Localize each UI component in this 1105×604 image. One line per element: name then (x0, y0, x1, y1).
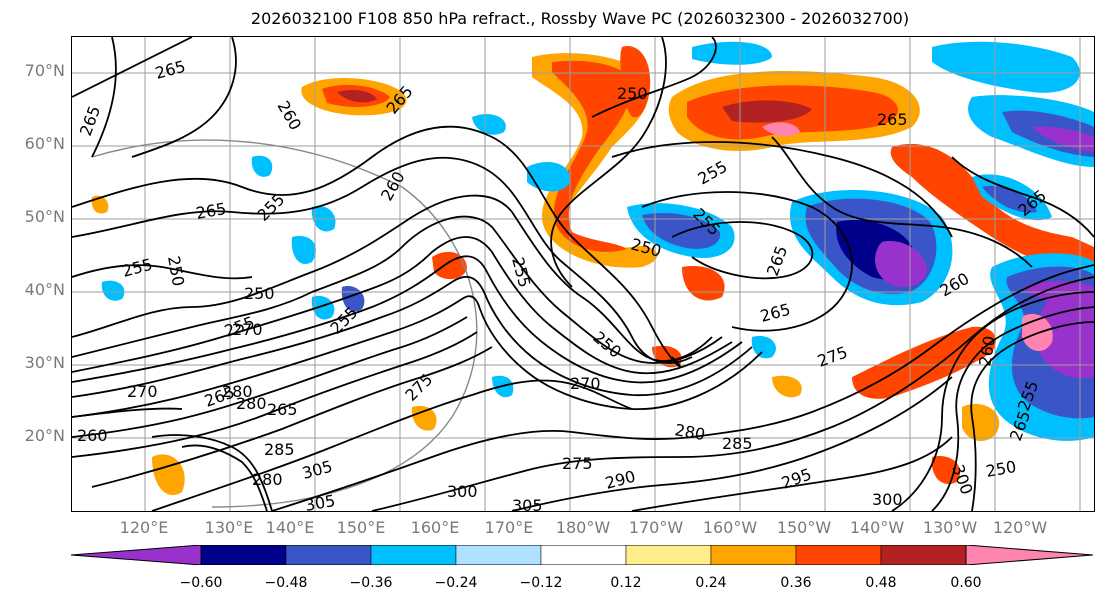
colorbar (71, 545, 1093, 565)
colorbar-segment (285, 545, 372, 565)
lat-label-70n: 70°N (24, 61, 65, 80)
colorbar-segment (455, 545, 542, 565)
colorbar-tick: −0.24 (434, 575, 478, 591)
contour-label: 265 (153, 57, 187, 83)
contour-label: 280 (673, 420, 706, 444)
contour-label: 275 (401, 370, 436, 405)
contour-label: 265 (76, 103, 104, 138)
contour-label: 275 (562, 454, 593, 473)
contour-label: 270 (127, 382, 158, 401)
colorbar-tick: 0.12 (610, 575, 642, 591)
contour-label: 260 (77, 426, 108, 445)
contour-labels: 265 265 260 265 250 265 265 255 255 260 … (76, 57, 1050, 511)
contour-label: 250 (984, 457, 1017, 481)
colorbar-segment (71, 545, 202, 565)
lon-label-150e: 150°E (336, 518, 386, 537)
colorbar-tick: −0.60 (179, 575, 223, 591)
lon-label-150w: 150°W (776, 518, 832, 537)
colorbar-segment (710, 545, 797, 565)
colorbar-segment (200, 545, 287, 565)
lat-label-30n: 30°N (24, 353, 65, 372)
contour-label: 255 (695, 157, 731, 189)
colorbar-tick: 0.36 (780, 575, 812, 591)
lon-label-160w: 160°W (702, 518, 758, 537)
colorbar-segment (795, 545, 882, 565)
contour-label: 265 (267, 400, 298, 419)
contour-label: 265 (877, 110, 908, 129)
lon-label-180w: 180°W (555, 518, 611, 537)
shading-layer (91, 41, 1094, 496)
lon-label-170e: 170°E (484, 518, 534, 537)
contour-label: 305 (512, 496, 543, 511)
map-plot: 265 265 260 265 250 265 265 255 255 260 … (72, 37, 1094, 511)
contour-label: 285 (264, 440, 295, 459)
lon-label-140w: 140°W (849, 518, 905, 537)
lon-label-120w: 120°W (992, 518, 1048, 537)
contour-label: 275 (815, 342, 850, 370)
contour-label: 260 (274, 98, 306, 134)
colorbar-segment (965, 545, 1093, 565)
contour-label: 280 (222, 382, 253, 401)
contour-label: 300 (447, 482, 478, 501)
colorbar-segment (540, 545, 627, 565)
graticule (72, 37, 1094, 511)
lat-label-20n: 20°N (24, 426, 65, 445)
contour-label: 285 (722, 434, 753, 453)
colorbar-segment (370, 545, 457, 565)
colorbar-tick: −0.12 (519, 575, 563, 591)
contour-label: 250 (244, 284, 275, 303)
contour-label: 260 (377, 168, 409, 204)
lon-label-170w: 170°W (628, 518, 684, 537)
lat-label-40n: 40°N (24, 280, 65, 299)
colorbar-tick: 0.60 (950, 575, 982, 591)
colorbar-tick: 0.24 (695, 575, 727, 591)
colorbar-outline (200, 545, 967, 565)
contour-label: 280 (236, 394, 267, 413)
contour-label: 300 (948, 462, 976, 497)
colorbar-segment (880, 545, 967, 565)
contour-label: 255 (120, 255, 154, 281)
contour-label: 270 (232, 320, 263, 339)
contour-label: 255 (508, 255, 534, 289)
map-panel: 265 265 260 265 250 265 265 255 255 260 … (71, 36, 1095, 512)
contour-label: 265 (763, 243, 791, 278)
colorbar-segment (625, 545, 712, 565)
contour-label: 280 (252, 470, 283, 489)
contour-label: 300 (872, 490, 903, 509)
lon-label-130w: 130°W (922, 518, 978, 537)
lat-label-60n: 60°N (24, 134, 65, 153)
lat-label-50n: 50°N (24, 207, 65, 226)
colorbar-tick: −0.48 (264, 575, 308, 591)
contour-label: 305 (300, 457, 334, 483)
colorbar-tick: −0.36 (349, 575, 393, 591)
contour-label: 250 (164, 254, 188, 287)
contour-label: 295 (779, 464, 814, 492)
lon-label-160e: 160°E (410, 518, 460, 537)
contour-label: 250 (617, 84, 648, 103)
contour-lines (72, 37, 1094, 511)
lon-label-120e: 120°E (119, 518, 169, 537)
contour-label: 265 (758, 300, 792, 326)
lon-label-140e: 140°E (265, 518, 315, 537)
contour-label: 305 (303, 491, 336, 511)
colorbar-tick: 0.48 (865, 575, 897, 591)
figure-title: 2026032100 F108 850 hPa refract., Rossby… (250, 9, 910, 28)
lon-label-130e: 130°E (204, 518, 254, 537)
contour-label: 270 (570, 374, 601, 393)
